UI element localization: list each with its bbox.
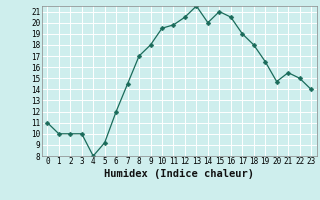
X-axis label: Humidex (Indice chaleur): Humidex (Indice chaleur) [104, 169, 254, 179]
